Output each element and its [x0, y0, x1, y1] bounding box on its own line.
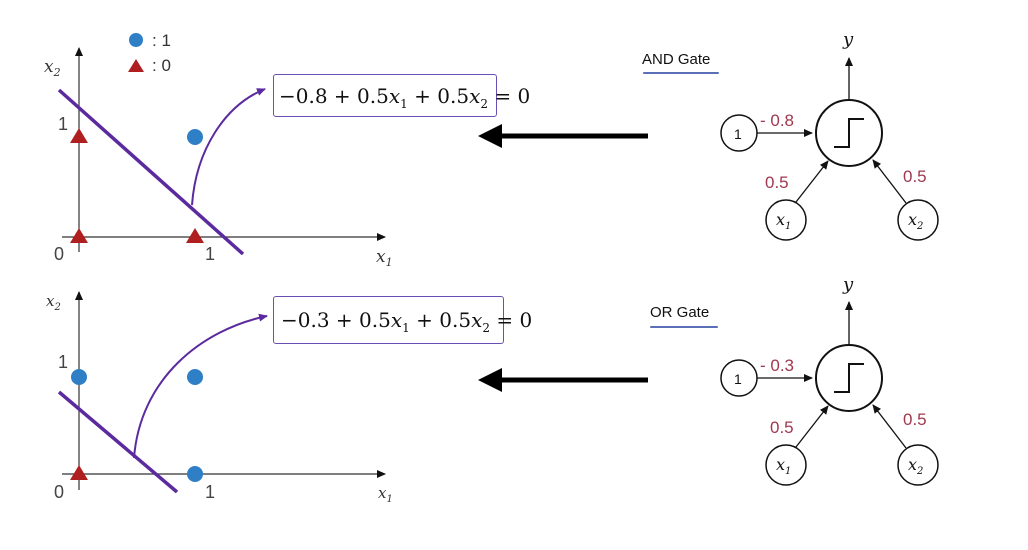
- or-point-1-0: [187, 466, 203, 482]
- and-data-points: [70, 128, 204, 243]
- or-input1-label: x1: [776, 455, 791, 477]
- and-y-axis-label: x2: [44, 57, 61, 79]
- and-input1-edge: [795, 160, 829, 203]
- or-gate-title: OR Gate: [650, 304, 710, 321]
- legend-class0-label: : 0: [152, 56, 171, 75]
- and-tick-origin: 0: [54, 244, 64, 264]
- and-tick-x-one: 1: [205, 244, 215, 264]
- legend-class0-marker: [128, 59, 144, 72]
- or-input2-edge: [872, 404, 907, 449]
- and-equation: −0.8 + 0.5x1 + 0.5x2 = 0: [279, 84, 531, 111]
- or-input2-node: [897, 444, 939, 486]
- and-weight1: 0.5: [765, 173, 789, 192]
- or-weight2: 0.5: [903, 410, 927, 429]
- or-tick-y-one: 1: [58, 352, 68, 372]
- or-equation-box: [273, 296, 504, 344]
- and-weight2: 0.5: [903, 167, 927, 186]
- or-data-points: [70, 369, 203, 482]
- or-x-axis-label: x1: [378, 484, 393, 505]
- or-point-1-1: [187, 369, 203, 385]
- or-curved-arrow: [133, 313, 268, 459]
- or-y-axis-label: x2: [46, 292, 61, 313]
- or-weight1: 0.5: [770, 418, 794, 437]
- or-scatter-plot: x2 x1 0 1 1: [46, 291, 393, 505]
- and-input1-node: [765, 199, 807, 241]
- and-input2-node: [897, 199, 939, 241]
- legend-class1-marker: [129, 33, 143, 47]
- and-x-axis-label: x1: [376, 247, 393, 269]
- or-decision-line: [57, 390, 179, 494]
- or-step-function-icon: [834, 363, 864, 393]
- or-input1-node: [765, 444, 807, 486]
- or-tick-x-one: 1: [205, 482, 215, 502]
- and-input2-label: x2: [908, 210, 923, 232]
- and-point-0-0: [70, 228, 88, 243]
- or-perceptron: y 1 - 0.3 x1 0.5 x2 0.5: [720, 274, 939, 486]
- and-bias-weight: - 0.8: [760, 111, 794, 130]
- or-tick-origin: 0: [54, 482, 64, 502]
- and-input1-label: x1: [776, 210, 791, 232]
- and-tick-y-one: 1: [58, 114, 68, 134]
- and-output-label: y: [842, 29, 854, 50]
- or-point-0-0: [70, 465, 88, 480]
- or-point-0-1: [71, 369, 87, 385]
- and-point-0-1: [70, 128, 88, 143]
- and-point-1-1: [187, 129, 203, 145]
- or-gate-underline: [650, 326, 718, 328]
- and-point-1-0: [186, 228, 204, 243]
- and-decision-line: [57, 88, 245, 256]
- and-input2-edge: [872, 159, 907, 204]
- and-equation-box: [273, 74, 497, 117]
- or-input2-label: x2: [908, 455, 923, 477]
- legend: : 1 : 0: [128, 31, 171, 75]
- and-perceptron: y 1 - 0.8 x1 0.5 x2 0.5: [720, 29, 939, 241]
- and-step-function-icon: [834, 118, 864, 148]
- or-equation: −0.3 + 0.5x1 + 0.5x2 = 0: [281, 308, 533, 335]
- or-bias-weight: - 0.3: [760, 356, 794, 375]
- and-bias-input-label: 1: [734, 126, 742, 142]
- or-input1-edge: [795, 405, 829, 448]
- and-gate-title: AND Gate: [642, 51, 711, 68]
- or-left-arrow: [478, 368, 648, 392]
- and-scatter-plot: x2 x1 0 1 1: [44, 47, 393, 269]
- and-gate-underline: [643, 72, 719, 74]
- legend-class1-label: : 1: [152, 31, 171, 50]
- and-curved-arrow: [191, 88, 266, 206]
- or-bias-input-label: 1: [734, 371, 742, 387]
- and-left-arrow: [478, 124, 648, 148]
- or-output-label: y: [842, 274, 854, 295]
